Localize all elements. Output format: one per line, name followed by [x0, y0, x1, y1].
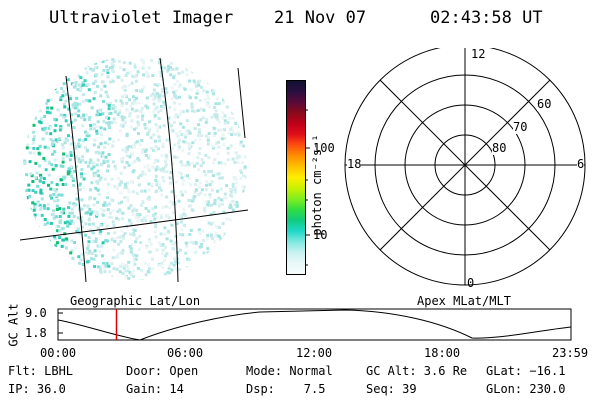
geographic-panel-title: Geographic Lat/Lon [70, 294, 201, 308]
status-dsp: Dsp: 7.5 [246, 382, 326, 396]
x-tick-1200: 12:00 [296, 346, 333, 360]
status-door: Door: Open [126, 364, 199, 378]
y-tick-1-8: 1.8 [25, 326, 47, 340]
polar-diagonal-2 [379, 79, 551, 251]
status-ip: IP: 36.0 [8, 382, 66, 396]
x-tick-0000: 00:00 [40, 346, 77, 360]
status-gain: Gain: 14 [126, 382, 184, 396]
lat-label-60: 60 [537, 97, 552, 111]
altitude-curve [57, 309, 572, 341]
y-tick-9: 9.0 [25, 306, 47, 320]
colorbar-ticks [305, 109, 310, 266]
status-gc-alt: GC Alt: 3.6 Re [366, 364, 468, 378]
x-tick-1800: 18:00 [424, 346, 461, 360]
lat-lon-grid [19, 57, 249, 283]
altitude-plot-frame [57, 308, 572, 341]
instrument-title: Ultraviolet Imager [49, 8, 234, 28]
mlt-label-12: 12 [471, 47, 486, 61]
status-glat: GLat: −16.1 [486, 364, 566, 378]
colorbar-units-label: photon cm⁻²s⁻¹ [310, 134, 324, 236]
mlt-label-0: 0 [467, 276, 475, 290]
earth-image [19, 56, 249, 283]
earth-disk [23, 56, 247, 280]
polar-plot [344, 48, 586, 286]
time-label: 02:43:58 UT [430, 8, 543, 28]
altitude-plot [57, 308, 572, 341]
lat-label-80: 80 [492, 141, 507, 155]
colorbar-tick-100: 100 [313, 141, 335, 155]
y-axis-label: GC Alt [6, 303, 21, 347]
colorbar [286, 80, 306, 275]
x-tick-2359: 23:59 [552, 346, 589, 360]
status-mode: Mode: Normal [246, 364, 333, 378]
mlt-label-18: 18 [347, 157, 362, 171]
status-glon: GLon: 230.0 [486, 382, 566, 396]
date-label: 21 Nov 07 [274, 8, 367, 28]
mlt-label-6: 6 [577, 157, 585, 171]
colorbar-tick-10: 10 [313, 228, 328, 242]
x-tick-0600: 06:00 [167, 346, 204, 360]
lat-label-70: 70 [513, 120, 528, 134]
status-flt: Flt: LBHL [8, 364, 74, 378]
status-seq: Seq: 39 [366, 382, 417, 396]
apex-panel-title: Apex MLat/MLT [417, 294, 511, 308]
